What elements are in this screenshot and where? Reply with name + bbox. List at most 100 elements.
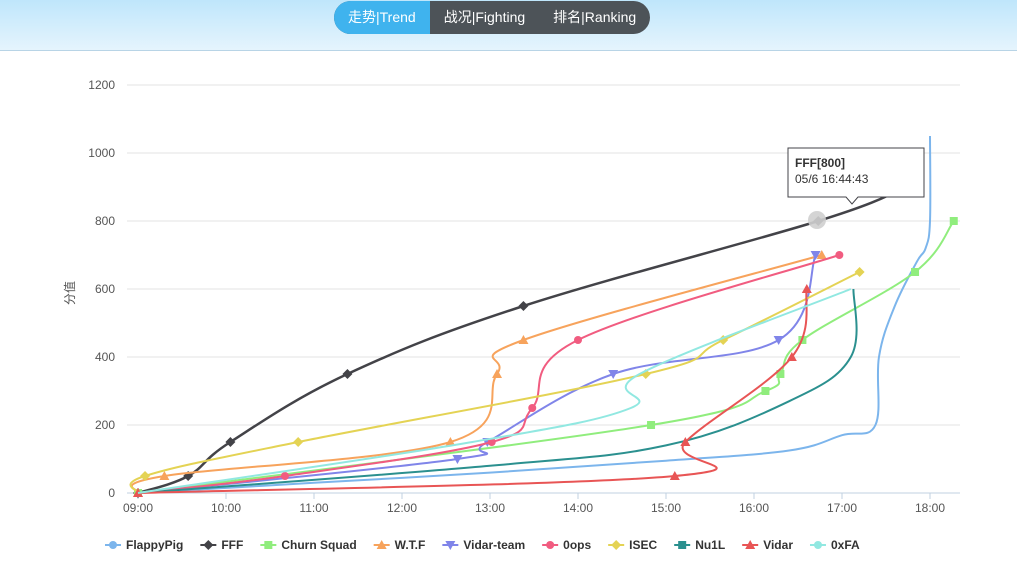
series-line-nu1l (137, 288, 858, 494)
x-tick-label: 14:00 (563, 501, 593, 515)
data-point-fff (225, 437, 236, 447)
legend-marker (546, 541, 555, 549)
series-flappypig (137, 135, 932, 494)
legend-label: ISEC (629, 538, 657, 552)
series-vidar (133, 284, 812, 497)
legend-marker (264, 541, 273, 549)
tooltip-highlight (808, 211, 826, 229)
data-point-isec (854, 267, 865, 277)
x-tick-label: 17:00 (827, 501, 857, 515)
series-line-0xfa (137, 288, 852, 494)
data-point-churn-squad (761, 387, 770, 395)
y-tick-label: 0 (108, 486, 115, 500)
legend-marker (611, 540, 622, 550)
x-tick-label: 10:00 (211, 501, 241, 515)
tab-fighting[interactable]: 战况|Fighting (443, 9, 526, 25)
data-point-0ops (835, 251, 844, 259)
legend-marker (376, 540, 387, 549)
trend-chart: 0 200 400 600 800 1000 1200 09:00 10:00 11:00 12:0… (62, 78, 960, 552)
series-0xfa (137, 288, 852, 494)
legend-label: Vidar-team (463, 538, 525, 552)
legend-label: Churn Squad (281, 538, 356, 552)
x-tick-label: 11:00 (299, 501, 328, 515)
data-point-0ops (574, 336, 582, 344)
legend-item-isec[interactable]: ISEC (608, 538, 658, 552)
legend-marker (813, 541, 822, 549)
y-tick-label: 800 (95, 214, 115, 228)
legend: FlappyPig FFF Churn Squad W.T.F Vidar-team 0o… (105, 538, 860, 552)
data-point-churn-squad (949, 217, 958, 225)
x-tick-label: 12:00 (387, 501, 417, 515)
data-point-vidar-team (810, 251, 821, 260)
y-axis-label: 分值 (62, 281, 77, 305)
x-tick-label: 18:00 (915, 501, 945, 515)
grid-lines (127, 84, 960, 426)
data-point-fff (518, 301, 529, 311)
data-point-0ops (280, 472, 289, 480)
axes: 0 200 400 600 800 1000 1200 09:00 10:00 11:00 12:0… (88, 78, 960, 515)
data-point-churn-squad (647, 421, 656, 429)
legend-item-nu1l[interactable]: Nu1L (674, 538, 725, 552)
x-tick-label: 09:00 (123, 501, 153, 515)
data-point-fff (342, 369, 353, 379)
data-point-w-t-f (445, 437, 456, 446)
y-tick-label: 400 (95, 350, 115, 364)
legend-item-vidar[interactable]: Vidar (742, 538, 793, 552)
series-line-vidar (137, 288, 808, 494)
data-point-vidar (669, 471, 680, 480)
tab-ranking[interactable]: 排名|Ranking (553, 9, 637, 25)
data-point-isec (140, 471, 151, 481)
legend-item-w-t-f[interactable]: W.T.F (373, 538, 426, 552)
x-tick-label: 13:00 (475, 501, 505, 515)
data-point-vidar-team (608, 370, 619, 379)
data-point-w-t-f (492, 369, 503, 378)
legend-label: 0ops (563, 538, 591, 552)
top-bar: 走势|Trend 战况|Fighting 排名|Ranking (0, 0, 1017, 51)
tooltip-subtitle: 05/6 16:44:43 (795, 172, 869, 186)
data-point-vidar (786, 352, 797, 361)
legend-label: Nu1L (695, 538, 725, 552)
series-line-w-t-f (130, 254, 823, 494)
data-point-vidar (680, 437, 691, 446)
legend-label: FlappyPig (126, 538, 183, 552)
legend-item-0ops[interactable]: 0ops (542, 538, 591, 552)
x-tick-label: 15:00 (651, 501, 681, 515)
x-tick-label: 16:00 (739, 501, 769, 515)
data-point-w-t-f (816, 250, 827, 259)
legend-marker (203, 540, 214, 550)
legend-marker (109, 541, 117, 549)
series-line-flappypig (137, 135, 932, 494)
tooltip-title: FFF[800] (795, 156, 845, 170)
view-tabs: 走势|Trend 战况|Fighting 排名|Ranking (334, 1, 651, 34)
series-0ops (137, 251, 844, 494)
legend-item-vidar-team[interactable]: Vidar-team (442, 538, 525, 552)
tab-trend[interactable]: 走势|Trend (334, 1, 430, 34)
legend-marker (678, 541, 687, 549)
legend-item-fff[interactable]: FFF (200, 538, 243, 552)
legend-label: W.T.F (395, 538, 426, 552)
y-tick-label: 600 (95, 282, 115, 296)
series-nu1l (137, 288, 858, 494)
series-line-isec (129, 271, 861, 494)
y-tick-label: 1200 (88, 78, 115, 92)
series-line-churn-squad (137, 220, 955, 494)
series-line-0ops (137, 254, 840, 494)
data-point-isec (293, 437, 304, 447)
tooltip-box (787, 147, 925, 205)
y-tick-label: 1000 (88, 146, 115, 160)
legend-item-0xfa[interactable]: 0xFA (809, 538, 860, 552)
data-point-w-t-f (518, 335, 529, 344)
data-point-churn-squad (776, 370, 785, 378)
legend-item-churn-squad[interactable]: Churn Squad (260, 538, 357, 552)
legend-label: FFF (221, 538, 243, 552)
series-w-t-f (130, 250, 827, 497)
legend-label: Vidar (763, 538, 793, 552)
series-isec (129, 267, 865, 494)
data-point-0ops (528, 404, 537, 412)
data-point-w-t-f (159, 471, 170, 480)
data-point-vidar-team (452, 455, 463, 464)
data-point-vidar-team (773, 336, 784, 345)
tooltip: FFF[800] 05/6 16:44:43 (787, 147, 925, 229)
legend-item-flappypig[interactable]: FlappyPig (105, 538, 183, 552)
legend-marker (445, 541, 456, 550)
